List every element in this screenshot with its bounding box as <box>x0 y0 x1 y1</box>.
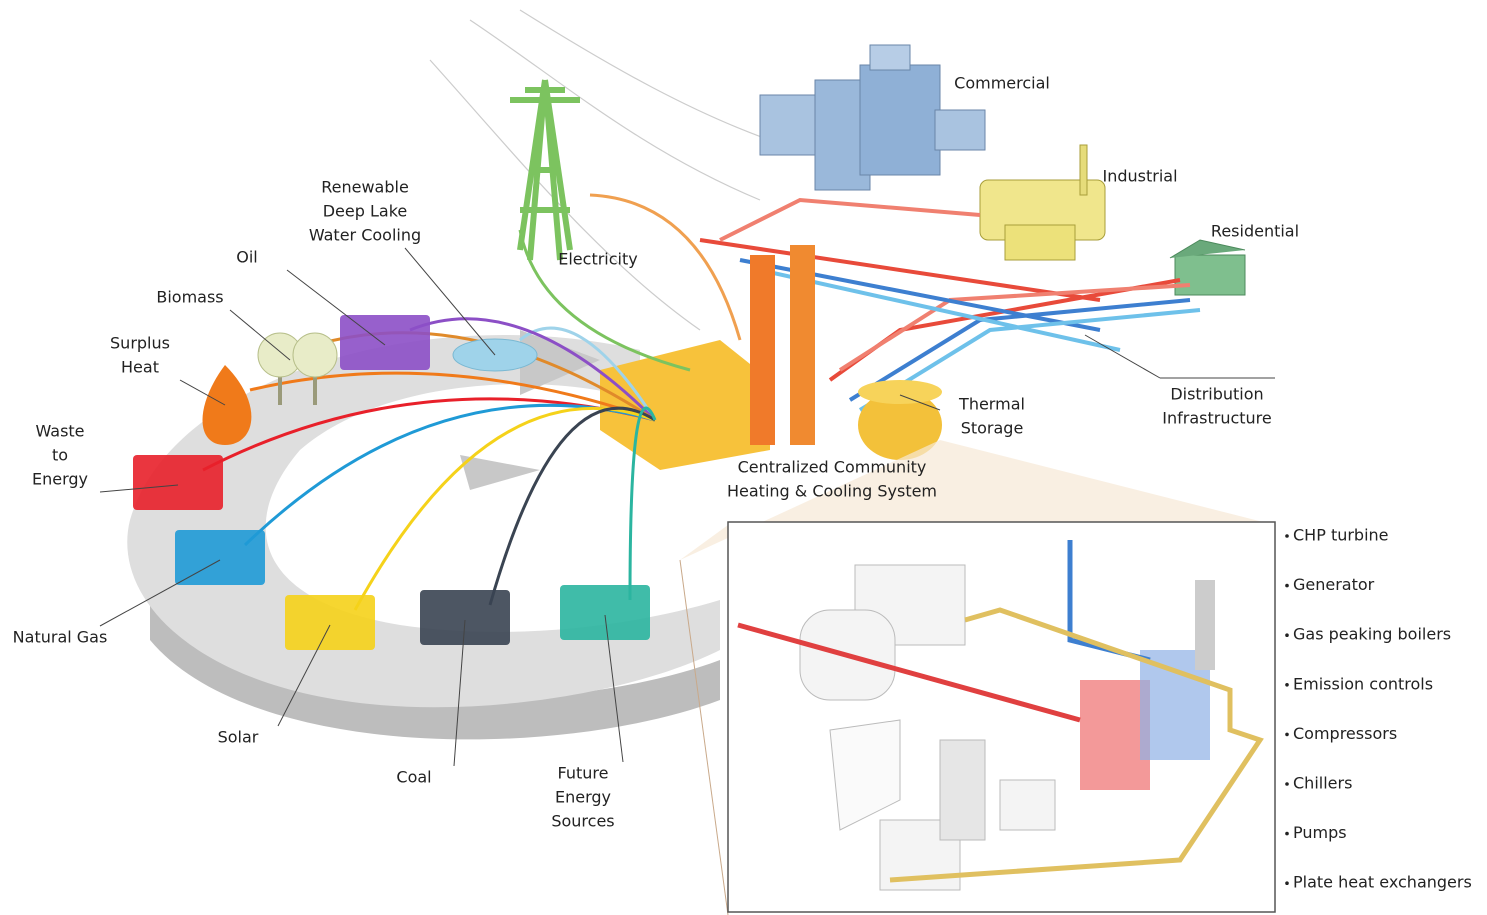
equipment-item: Emission controls <box>1293 674 1433 693</box>
source-label: Energy <box>32 470 88 489</box>
bullet <box>1285 534 1289 538</box>
bullet <box>1285 881 1289 885</box>
leader-line <box>1084 334 1275 379</box>
bullet <box>1285 782 1289 786</box>
source-label: Sources <box>551 812 614 831</box>
bullet <box>1285 583 1289 588</box>
equipment-item: CHP turbine <box>1293 526 1389 545</box>
equipment-item: Gas peaking boilers <box>1293 625 1451 644</box>
tree-trunk <box>278 360 282 405</box>
source-label: Solar <box>218 728 259 747</box>
leader-line <box>277 624 331 727</box>
source-label: Waste <box>35 422 84 441</box>
icon <box>560 585 650 640</box>
bullet <box>1285 633 1289 637</box>
source-label: Water Cooling <box>309 226 421 245</box>
leader-line <box>229 309 291 361</box>
leader-line <box>286 269 386 346</box>
tree-crown <box>292 332 338 378</box>
consumer-label: Commercial <box>954 74 1050 93</box>
source-label: Surplus <box>110 334 170 353</box>
leader-line <box>404 247 496 356</box>
leader-line <box>453 619 466 767</box>
distribution-label: Distribution <box>1170 385 1263 404</box>
flow-arrow <box>409 317 657 422</box>
electricity-arrow <box>589 193 742 341</box>
labels: Renewable Deep Lake Water Cooling Oil Biomas… <box>13 74 1472 892</box>
source-icons <box>133 315 650 650</box>
source-label: Coal <box>396 768 431 787</box>
background-art <box>127 9 1276 915</box>
icon <box>420 590 510 645</box>
icon <box>175 530 265 585</box>
source-label: Heat <box>121 358 159 377</box>
distribution-label: Infrastructure <box>1162 409 1271 428</box>
bullet <box>1285 732 1289 737</box>
equipment-item: Chillers <box>1293 774 1352 793</box>
source-label: to <box>52 446 68 465</box>
leader-line <box>99 484 179 493</box>
thermal-storage-label: Thermal <box>958 395 1025 414</box>
equipment-item: Pumps <box>1293 823 1347 842</box>
equipment-item: Compressors <box>1293 724 1397 743</box>
source-label: Renewable <box>321 178 409 197</box>
electricity-label: Electricity <box>558 250 637 269</box>
source-label: Biomass <box>156 288 223 307</box>
thermal-storage-label: Storage <box>961 419 1024 438</box>
source-label: Energy <box>555 788 611 807</box>
source-label: Oil <box>236 248 257 267</box>
consumer-label: Residential <box>1211 222 1299 241</box>
source-label: Future <box>558 764 609 783</box>
source-label: Natural Gas <box>13 628 108 647</box>
leader-line <box>899 394 941 411</box>
equipment-item: Generator <box>1293 575 1375 594</box>
source-label: Deep Lake <box>323 202 408 221</box>
flow-arrow <box>628 406 657 601</box>
equipment-item: Plate heat exchangers <box>1293 873 1472 892</box>
leader-line <box>179 379 226 406</box>
flow-arrow <box>249 371 656 422</box>
consumer-label: Industrial <box>1102 167 1177 186</box>
leader-line <box>604 614 624 763</box>
icon <box>133 455 223 510</box>
bullet <box>1285 683 1289 687</box>
icon <box>285 595 375 650</box>
icon <box>340 315 430 370</box>
icon <box>202 365 252 445</box>
leader-line <box>99 559 221 627</box>
electricity-arrow <box>518 229 691 372</box>
plant-label: Heating & Cooling System <box>727 482 937 501</box>
flow-arrow <box>488 406 656 606</box>
tree-trunk <box>313 360 317 405</box>
plant-label: Centralized Community <box>738 458 927 477</box>
bullet <box>1285 831 1289 836</box>
